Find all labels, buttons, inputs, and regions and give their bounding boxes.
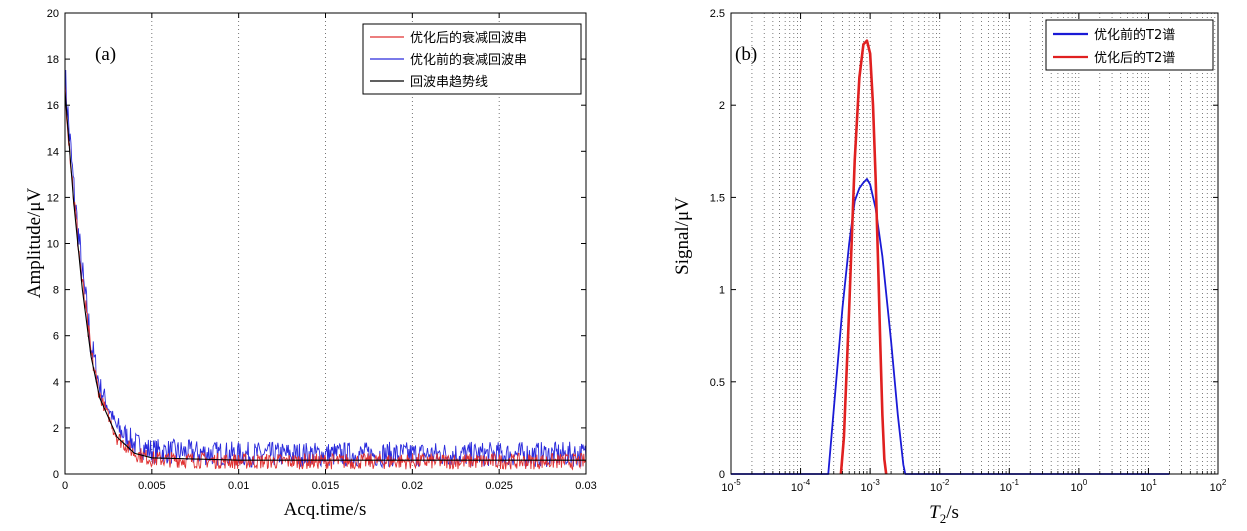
panel-b-ytick-label: 0.5 <box>710 377 725 389</box>
panel-b-xtick-base: 10 <box>1210 482 1222 494</box>
panel-b-xlabel-rest: /s <box>946 502 959 523</box>
panel-b-xtick-exponent: -2 <box>942 478 950 487</box>
panel-b-xtick-base: 10 <box>1071 482 1083 494</box>
panel-a-legend: 优化后的衰减回波串 优化前的衰减回波串 回波串趋势线 <box>362 23 582 95</box>
panel-b-xtick-base: 10 <box>930 482 942 494</box>
panel-b-xtick-exponent: 0 <box>1083 478 1088 487</box>
panel-b-xtick-exponent: -3 <box>873 478 881 487</box>
panel-b-ytick-label: 1 <box>719 285 725 297</box>
panel-b-xtick-label: 10-3 <box>860 478 880 494</box>
panel-b-xtick-label: 102 <box>1210 478 1227 494</box>
panel-b-xtick-label: 10-2 <box>930 478 950 494</box>
panel-a-xtick-label: 0.02 <box>402 480 423 492</box>
panel-b-xlabel-sub: 2 <box>940 511 947 526</box>
panel-b-ytick-label: 1.5 <box>710 192 725 204</box>
panel-a-series-line-1 <box>64 82 587 471</box>
panel-b-xtick-exponent: -4 <box>803 478 811 487</box>
panel-a-ytick-label: 10 <box>47 239 59 251</box>
panel-b-xtick-base: 10 <box>860 482 872 494</box>
panel-b-plot-area <box>731 13 1218 474</box>
panel-b-xtick-base: 10 <box>791 482 803 494</box>
panel-b-ylabel: Signal/μV <box>672 197 693 275</box>
panel-b-xtick-exponent: 2 <box>1222 478 1227 487</box>
panel-a-ytick-label: 18 <box>47 54 59 66</box>
panel-a-ytick-label: 8 <box>53 285 59 297</box>
panel-b-label: (b) <box>735 44 757 65</box>
panel-b-frame <box>730 12 1219 475</box>
panel-b-legend-label-1: 优化前的T2谱 <box>1094 27 1175 43</box>
panel-b-xtick-exponent: -1 <box>1012 478 1020 487</box>
panel-a-legend-label-1: 优化后的衰减回波串 <box>410 30 527 46</box>
panel-a-ytick-label: 4 <box>53 377 59 389</box>
panel-a-xlabel: Acq.time/s <box>284 499 367 520</box>
panel-a-xtick-label: 0.03 <box>575 480 596 492</box>
panel-a-ytick-label: 2 <box>53 423 59 435</box>
panel-b-ticks: 10-5 10-4 10-3 10-2 10-1 100 101 10200.511.522.… <box>710 8 1227 494</box>
panel-b-chart: 10-5 10-4 10-3 10-2 10-1 100 101 10200.511.522.… <box>672 8 1227 526</box>
panel-a-legend-label-3: 回波串趋势线 <box>410 74 488 90</box>
panel-b-xtick-label: 100 <box>1071 478 1088 494</box>
panel-a-ytick-label: 20 <box>47 8 59 20</box>
panel-a-ytick-label: 0 <box>53 469 59 481</box>
panel-b-grid <box>751 13 1216 474</box>
panel-b-xtick-exponent: 1 <box>1152 478 1157 487</box>
panel-b-xtick-label: 10-5 <box>721 478 741 494</box>
panel-b-series-line-2 <box>839 39 888 475</box>
panel-a-ylabel: Amplitude/μV <box>24 187 45 298</box>
panel-b-legend: 优化前的T2谱 优化后的T2谱 <box>1045 19 1214 71</box>
panel-a-ytick-label: 12 <box>47 192 59 204</box>
panel-b-xlabel: T2/s <box>929 502 959 526</box>
panel-b-legend-box <box>1045 19 1214 71</box>
panel-a-xtick-label: 0.025 <box>485 480 513 492</box>
panel-a-xtick-label: 0.01 <box>228 480 249 492</box>
panel-a-xtick-label: 0.005 <box>138 480 166 492</box>
panel-b-ytick-label: 2.5 <box>710 8 725 20</box>
panel-b-xtick-exponent: -5 <box>734 478 742 487</box>
panel-a-ytick-label: 16 <box>47 100 59 112</box>
panel-a-ytick-label: 6 <box>53 331 59 343</box>
panel-a-chart: 0 0.005 0.01 0.015 0.02 0.025 0.03 0 2 4 6 8 10 12 14 1… <box>24 8 597 520</box>
panel-b-xtick-base: 10 <box>1140 482 1152 494</box>
panel-a-label: (a) <box>95 44 116 65</box>
panel-a-series-line-3 <box>64 91 586 461</box>
panel-a-legend-label-2: 优化前的衰减回波串 <box>410 52 527 68</box>
panel-b-series-line-1 <box>731 178 1170 475</box>
panel-b-ytick-label: 2 <box>719 100 725 112</box>
panel-b-xtick-base: 10 <box>721 482 733 494</box>
panel-a-ticks: 0 0.005 0.01 0.015 0.02 0.025 0.03 0 2 4 6 8 10 12 14 1… <box>47 8 597 492</box>
panel-b-series <box>731 39 1170 475</box>
panel-b-xtick-label: 101 <box>1140 478 1157 494</box>
panel-a-series <box>64 69 587 471</box>
panel-b-xtick-base: 10 <box>1000 482 1012 494</box>
panel-b-xlabel-main: T <box>929 502 941 523</box>
panel-b-xtick-label: 10-1 <box>1000 478 1020 494</box>
panel-b-ytick-label: 0 <box>719 469 725 481</box>
panel-a-xtick-label: 0.015 <box>312 480 340 492</box>
panel-a-ytick-label: 14 <box>47 146 59 158</box>
panel-b-xtick-label: 10-4 <box>791 478 811 494</box>
panel-a-xtick-label: 0 <box>62 480 68 492</box>
panel-b-legend-label-2: 优化后的T2谱 <box>1094 50 1175 66</box>
